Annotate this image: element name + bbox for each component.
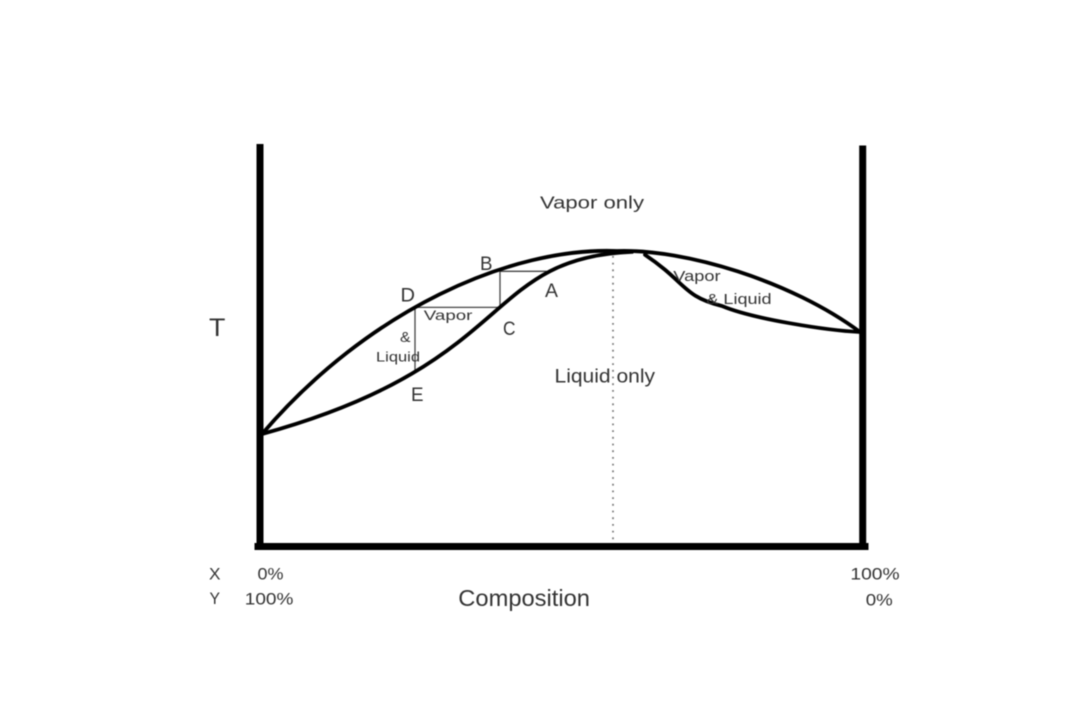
svg-text:Liquid: Liquid	[376, 349, 420, 365]
svg-text:Y: Y	[210, 589, 221, 608]
svg-text:Vapor: Vapor	[424, 307, 473, 323]
svg-text:Liquid only: Liquid only	[555, 366, 656, 387]
svg-text:0%: 0%	[866, 590, 893, 609]
svg-text:E: E	[411, 385, 424, 406]
svg-text:C: C	[503, 319, 516, 340]
svg-text:Composition: Composition	[458, 585, 590, 611]
svg-text:100%: 100%	[245, 590, 294, 609]
svg-text:D: D	[401, 286, 416, 307]
svg-text:Vapor: Vapor	[673, 269, 721, 285]
svg-text:B: B	[480, 254, 493, 275]
svg-text:0%: 0%	[258, 565, 284, 584]
svg-text:A: A	[545, 281, 558, 302]
svg-text:&: &	[400, 330, 411, 346]
svg-text:Vapor only: Vapor only	[540, 193, 644, 213]
svg-text:100%: 100%	[850, 565, 899, 584]
svg-text:& Liquid: & Liquid	[706, 292, 771, 308]
svg-text:X: X	[209, 565, 221, 584]
svg-text:T: T	[209, 314, 225, 342]
